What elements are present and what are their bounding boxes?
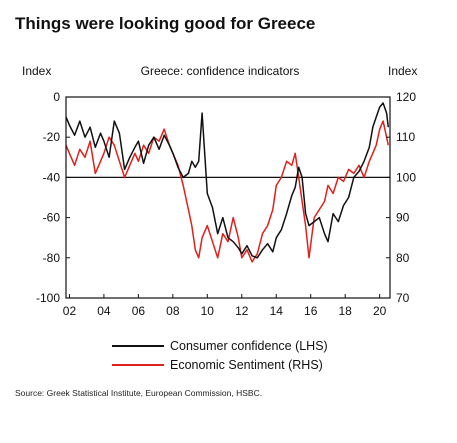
x-tick-label: 12	[235, 304, 249, 318]
legend-item-consumer-confidence: Consumer confidence (LHS)	[112, 336, 328, 355]
left-axis-label: Index	[22, 64, 52, 78]
plot-frame	[65, 96, 391, 299]
x-tick-label: 04	[97, 304, 111, 318]
series-line-economic-sentiment	[65, 120, 390, 263]
x-tick-label: 10	[201, 304, 215, 318]
x-tick-label: 16	[304, 304, 318, 318]
legend-label: Consumer confidence (LHS)	[170, 338, 328, 353]
legend-label: Economic Sentiment (RHS)	[170, 357, 323, 372]
left-tick-label: -20	[43, 130, 61, 144]
chart-subtitle: Greece: confidence indicators	[140, 64, 300, 78]
x-tick-label: 20	[373, 304, 387, 318]
left-tick-label: -40	[43, 170, 61, 184]
right-tick-label: 90	[396, 211, 410, 225]
right-axis-label: Index	[388, 64, 418, 78]
right-tick-label: 120	[396, 90, 416, 104]
legend-swatch-red	[112, 363, 164, 366]
x-tick-label: 02	[63, 304, 77, 318]
right-tick-label: 70	[396, 291, 410, 305]
x-tick-label: 18	[339, 304, 353, 318]
x-tick-label: 08	[166, 304, 180, 318]
legend-swatch-black	[112, 344, 164, 347]
source-note: Source: Greek Statistical Institute, Eur…	[15, 388, 263, 398]
legend-item-economic-sentiment: Economic Sentiment (RHS)	[112, 355, 328, 374]
series-line-consumer-confidence	[65, 102, 390, 259]
x-tick-label: 06	[132, 304, 146, 318]
left-tick-label: 0	[53, 90, 60, 104]
chart-title: Things were looking good for Greece	[15, 14, 316, 33]
left-tick-label: -60	[43, 211, 61, 225]
right-tick-label: 110	[396, 130, 415, 144]
legend: Consumer confidence (LHS) Economic Senti…	[112, 336, 328, 374]
right-tick-label: 80	[396, 251, 410, 265]
left-tick-label: -80	[43, 251, 61, 265]
left-tick-label: -100	[36, 291, 60, 305]
x-tick-label: 14	[270, 304, 284, 318]
right-tick-label: 100	[396, 170, 416, 184]
